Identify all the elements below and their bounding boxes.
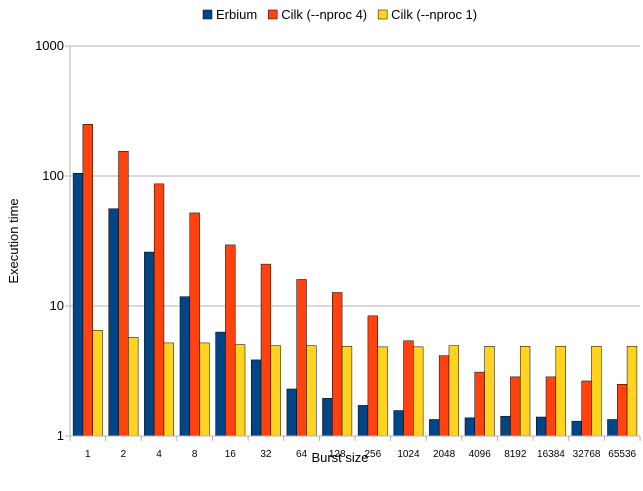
y-axis-ticks: 1 10 100 1000 xyxy=(35,38,70,443)
bar-cilk-nproc-1-4 xyxy=(163,342,175,437)
bar-erbium-32768 xyxy=(571,420,582,437)
bar-erbium-2048 xyxy=(429,419,440,437)
x-tick-label: 4096 xyxy=(469,449,492,460)
bar-cilk-nproc-4-16 xyxy=(225,244,236,437)
bar-cilk-nproc-4-8192 xyxy=(510,376,521,437)
bar-cilk-nproc-4-64 xyxy=(296,279,307,437)
x-tick-label: 2 xyxy=(121,449,127,460)
bar-cilk-nproc-4-4096 xyxy=(474,371,485,437)
x-tick-label: 8 xyxy=(192,449,198,460)
bar-cilk-nproc-1-16384 xyxy=(555,346,566,437)
x-tick-label: 64 xyxy=(296,449,308,460)
x-axis-title: Burst size xyxy=(311,450,368,465)
bar-cilk-nproc-1-16 xyxy=(234,344,246,437)
legend-label: Cilk (--nproc 4) xyxy=(281,7,367,22)
x-tick-label: 8192 xyxy=(504,449,527,460)
bar-cilk-nproc-4-128 xyxy=(332,292,343,437)
x-tick-label: 16 xyxy=(225,449,237,460)
y-axis-title: Execution time xyxy=(6,198,21,283)
x-tick-label: 32768 xyxy=(573,449,601,460)
bar-erbium-2 xyxy=(108,208,119,437)
x-tick-label: 65536 xyxy=(608,449,636,460)
bar-erbium-8192 xyxy=(500,415,511,437)
bar-cilk-nproc-1-2048 xyxy=(448,345,460,437)
bar-erbium-256 xyxy=(357,405,369,437)
bar-cilk-nproc-4-2 xyxy=(118,151,129,437)
x-tick-label: 16384 xyxy=(537,449,565,460)
bar-cilk-nproc-1-8192 xyxy=(519,346,531,437)
x-tick-label: 1 xyxy=(85,449,91,460)
bar-cilk-nproc-1-256 xyxy=(377,346,388,437)
bar-erbium-128 xyxy=(322,398,333,437)
x-tick-label: 4 xyxy=(156,449,162,460)
bar-cilk-nproc-1-1024 xyxy=(413,346,424,437)
bar-cilk-nproc-4-4 xyxy=(153,183,165,437)
x-axis-ticks: 1 2 4 8 16 32 64 128 256 1024 2048 4096 8192 16384 327… xyxy=(69,436,641,460)
bar-erbium-1024 xyxy=(393,410,404,437)
bar-cilk-nproc-1-1 xyxy=(92,330,103,437)
bar-cilk-nproc-4-16384 xyxy=(545,376,557,437)
x-tick-label: 256 xyxy=(364,449,381,460)
bar-erbium-64 xyxy=(286,388,297,437)
bar-cilk-nproc-1-32768 xyxy=(591,346,602,437)
y-tick-label: 1 xyxy=(57,428,64,443)
bar-cilk-nproc-1-2 xyxy=(128,336,139,437)
bar-cilk-nproc-4-256 xyxy=(367,315,378,437)
legend-label: Cilk (--nproc 1) xyxy=(391,7,477,22)
bar-cilk-nproc-4-2048 xyxy=(438,355,450,437)
bar-cilk-nproc-4-65536 xyxy=(617,384,628,437)
bar-cilk-nproc-4-32768 xyxy=(581,380,592,437)
legend-label: Erbium xyxy=(216,7,257,22)
y-tick-label: 10 xyxy=(50,298,64,313)
legend-swatch xyxy=(267,9,278,20)
bar-erbium-65536 xyxy=(607,419,618,437)
bar-cilk-nproc-4-32 xyxy=(260,263,272,437)
bar-erbium-8 xyxy=(179,296,191,437)
y-tick-label: 1000 xyxy=(35,38,64,53)
bar-erbium-1 xyxy=(72,172,84,437)
bar-cilk-nproc-1-8 xyxy=(199,342,210,437)
bar-erbium-16 xyxy=(215,331,226,437)
bar-cilk-nproc-4-1 xyxy=(82,124,93,437)
bar-erbium-16384 xyxy=(535,416,547,437)
bar-cilk-nproc-4-1024 xyxy=(403,340,414,437)
x-tick-label: 128 xyxy=(329,449,346,460)
bar-cilk-nproc-4-8 xyxy=(189,212,200,437)
bar-cilk-nproc-1-128 xyxy=(341,346,353,437)
x-tick-label: 1024 xyxy=(397,449,420,460)
bar-cilk-nproc-1-32 xyxy=(270,345,281,437)
bar-cilk-nproc-1-64 xyxy=(306,345,317,437)
legend: Erbium Cilk (--nproc 4) Cilk (--nproc 1) xyxy=(202,7,477,22)
y-tick-label: 100 xyxy=(42,168,64,183)
legend-swatch xyxy=(377,9,388,20)
bar-erbium-32 xyxy=(250,359,262,437)
x-tick-label: 2048 xyxy=(433,449,456,460)
legend-swatch xyxy=(202,9,213,20)
bars xyxy=(72,124,638,437)
bar-cilk-nproc-1-65536 xyxy=(626,346,638,437)
x-tick-label: 32 xyxy=(260,449,272,460)
bar-erbium-4 xyxy=(144,251,155,437)
bar-cilk-nproc-1-4096 xyxy=(484,346,495,437)
bar-erbium-4096 xyxy=(464,417,476,437)
